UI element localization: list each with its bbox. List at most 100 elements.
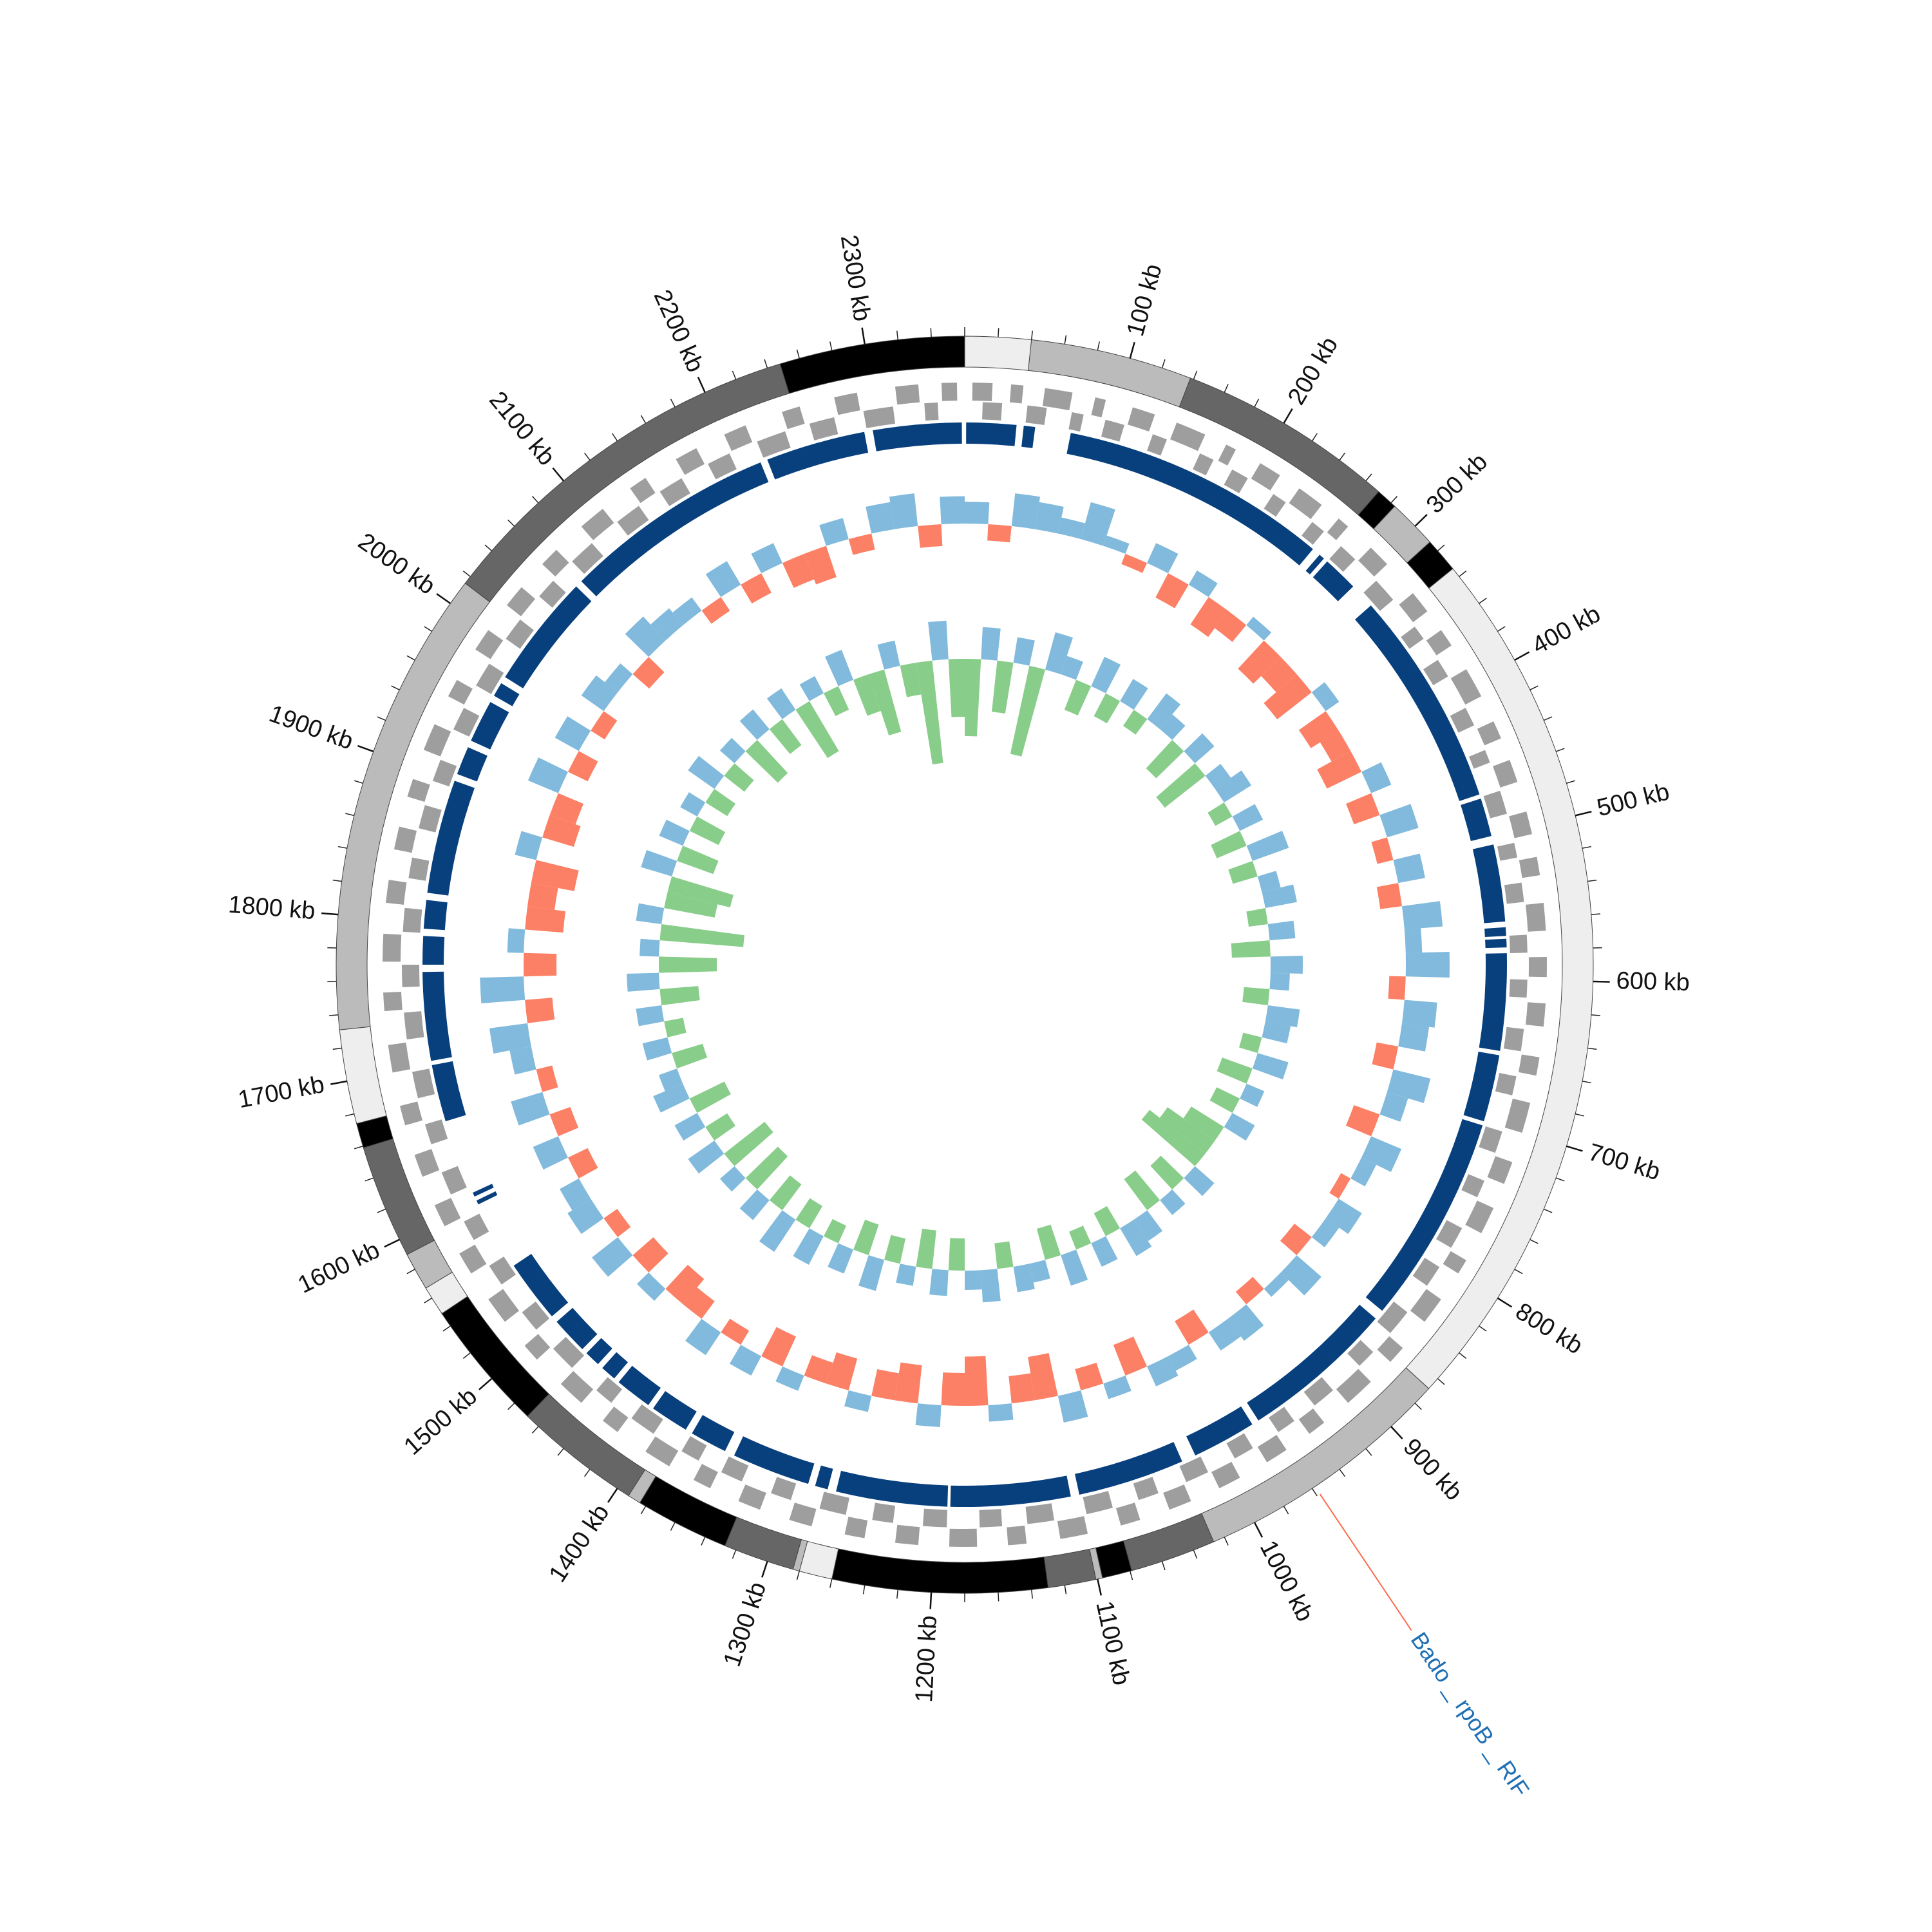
skew-bar xyxy=(1242,987,1270,1006)
minor-tick xyxy=(732,370,737,380)
gene xyxy=(424,1119,448,1144)
gene xyxy=(539,580,566,608)
skew-bar xyxy=(1184,733,1215,764)
gene xyxy=(1091,397,1106,418)
gene xyxy=(1399,593,1428,623)
gc-bar xyxy=(826,1352,858,1390)
gene xyxy=(1327,518,1349,540)
gc-bar xyxy=(1208,1318,1241,1351)
gc-bar xyxy=(1329,1173,1351,1199)
minor-tick xyxy=(1064,335,1067,345)
gc-bar xyxy=(701,597,730,624)
skew-bar xyxy=(1262,1021,1291,1044)
gc-bar xyxy=(527,757,568,793)
minor-tick xyxy=(365,1177,374,1182)
major-tick xyxy=(1514,651,1530,661)
minor-tick xyxy=(1582,846,1591,849)
gene xyxy=(414,1149,440,1177)
skew-bar xyxy=(659,986,700,1006)
gene xyxy=(1226,1433,1253,1459)
minor-tick xyxy=(764,359,768,368)
skew-bar xyxy=(688,755,724,789)
gene xyxy=(1302,522,1324,545)
minor-tick xyxy=(1555,1177,1565,1182)
minor-tick xyxy=(796,1571,800,1580)
alignment-block xyxy=(1021,426,1036,448)
gene xyxy=(404,1011,424,1039)
skew-bar xyxy=(1061,656,1083,680)
gc-bar xyxy=(591,711,618,740)
gene xyxy=(602,1406,629,1432)
gene xyxy=(1289,488,1322,520)
gene xyxy=(1179,1456,1209,1482)
minor-tick xyxy=(377,1208,386,1213)
gc-bar xyxy=(683,1287,715,1319)
gene xyxy=(844,1517,868,1539)
skew-bar xyxy=(1150,1155,1184,1190)
alignment-block xyxy=(1479,953,1508,1051)
skew-bar xyxy=(793,1228,824,1265)
skew-bar xyxy=(884,1235,906,1264)
minor-tick xyxy=(896,1589,899,1599)
skew-bar xyxy=(1091,656,1121,694)
gene xyxy=(1303,1377,1334,1406)
skew-bar xyxy=(1120,679,1148,710)
skew-bar xyxy=(823,1218,847,1244)
gc-bar xyxy=(1387,1069,1431,1103)
gene xyxy=(553,1336,585,1368)
gc-bar xyxy=(636,1272,666,1302)
skew-bar xyxy=(653,1083,690,1113)
gene xyxy=(924,402,939,421)
gc-bar xyxy=(1081,502,1115,546)
gc-bar xyxy=(721,1318,750,1345)
gene xyxy=(1329,545,1356,573)
gene xyxy=(972,383,993,402)
minor-tick xyxy=(1390,496,1398,504)
alignment-block xyxy=(873,422,962,451)
minor-tick xyxy=(1587,879,1597,882)
skew-bar xyxy=(825,650,854,687)
gc-bar xyxy=(1388,976,1406,1000)
skew-bar xyxy=(1252,1053,1289,1080)
gene xyxy=(1336,1368,1371,1403)
gene xyxy=(1009,384,1024,404)
x-tick-label: 400 kb xyxy=(1528,600,1605,659)
gene xyxy=(1042,388,1073,411)
major-tick xyxy=(1253,1522,1264,1538)
minor-tick xyxy=(1459,571,1467,577)
gene xyxy=(1377,1302,1408,1334)
gc-bar xyxy=(1325,1198,1362,1235)
minor-tick xyxy=(1339,1469,1346,1477)
skew-bar xyxy=(1228,860,1258,884)
gene xyxy=(1450,708,1475,733)
skew-bar xyxy=(1215,770,1252,803)
skew-bar xyxy=(641,849,677,876)
skew-bar xyxy=(1013,1264,1035,1293)
skew-bar xyxy=(689,816,726,846)
skew-bar xyxy=(868,669,902,735)
minor-tick xyxy=(1161,359,1166,368)
major-tick xyxy=(1575,810,1592,817)
gene xyxy=(630,478,656,504)
gene xyxy=(453,708,480,737)
minor-tick xyxy=(1193,370,1198,380)
gc-bar xyxy=(533,1136,568,1170)
skew-bar xyxy=(659,956,717,973)
gc-bar xyxy=(567,751,598,782)
gc-bar xyxy=(1175,1309,1209,1345)
skew-bar xyxy=(1141,1110,1206,1166)
gene xyxy=(434,1197,461,1227)
gene xyxy=(572,543,603,574)
minor-tick xyxy=(1543,1208,1553,1213)
skew-bar xyxy=(853,1219,879,1255)
skew-bar xyxy=(1246,907,1268,927)
major-tick xyxy=(1566,1145,1583,1152)
skew-bar xyxy=(1270,956,1303,974)
alignment-block xyxy=(836,1470,949,1507)
gene xyxy=(399,1101,423,1126)
minor-tick xyxy=(406,655,415,661)
alignment-block xyxy=(423,900,448,931)
minor-tick xyxy=(732,1549,737,1559)
alignment-block xyxy=(1312,561,1354,601)
